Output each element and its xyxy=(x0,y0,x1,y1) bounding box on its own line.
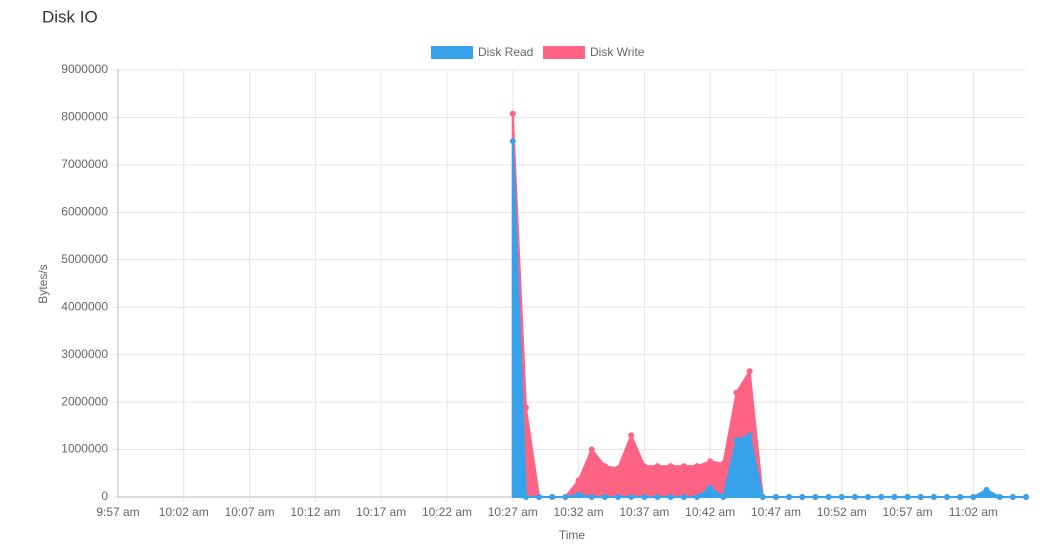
legend-label[interactable]: Disk Write xyxy=(590,45,645,59)
y-tick-label: 2000000 xyxy=(61,394,108,408)
point xyxy=(667,463,674,470)
point xyxy=(759,494,766,500)
x-tick-label: 10:37 am xyxy=(619,505,669,519)
point xyxy=(891,494,898,500)
y-tick-label: 3000000 xyxy=(61,347,108,361)
x-tick-label: 10:22 am xyxy=(422,505,472,519)
point xyxy=(549,494,556,500)
x-tick-label: 10:12 am xyxy=(290,505,340,519)
point xyxy=(575,491,582,498)
point xyxy=(575,477,582,484)
point xyxy=(746,432,753,439)
y-tick-label: 0 xyxy=(101,489,108,503)
point xyxy=(615,494,622,500)
x-tick-label: 10:07 am xyxy=(225,505,275,519)
x-tick-label: 11:02 am xyxy=(949,505,998,519)
point xyxy=(904,494,911,500)
point xyxy=(680,463,687,470)
point xyxy=(667,494,674,500)
point xyxy=(799,494,806,500)
x-tick-label: 10:02 am xyxy=(159,505,209,519)
point xyxy=(851,494,858,500)
area xyxy=(511,112,1027,498)
point xyxy=(641,494,648,500)
y-tick-label: 4000000 xyxy=(61,299,108,313)
point xyxy=(707,484,714,491)
area xyxy=(511,140,1027,498)
x-tick-label: 10:32 am xyxy=(554,505,604,519)
point xyxy=(654,494,661,500)
point xyxy=(536,494,543,500)
point xyxy=(694,463,701,470)
legend-label[interactable]: Disk Read xyxy=(478,45,533,59)
x-tick-label: 10:27 am xyxy=(488,505,538,519)
y-tick-label: 6000000 xyxy=(61,205,108,219)
point xyxy=(694,494,701,500)
point xyxy=(786,494,793,500)
point xyxy=(733,437,740,444)
point xyxy=(1009,494,1016,500)
point xyxy=(917,494,924,500)
point xyxy=(944,494,951,500)
point xyxy=(970,494,977,500)
point xyxy=(983,486,990,493)
point xyxy=(733,389,740,396)
x-tick-label: 10:57 am xyxy=(883,505,933,519)
point xyxy=(522,494,529,500)
point xyxy=(680,494,687,500)
y-axis-label: Bytes/s xyxy=(36,264,50,303)
point xyxy=(957,494,964,500)
point xyxy=(720,494,727,500)
point xyxy=(588,446,595,453)
point xyxy=(601,463,608,470)
point xyxy=(641,463,648,470)
legend-swatch xyxy=(431,46,473,59)
point xyxy=(772,494,779,500)
point xyxy=(838,494,845,500)
x-tick-label: 9:57 am xyxy=(96,505,139,519)
point xyxy=(930,494,937,500)
point xyxy=(615,465,622,472)
y-tick-label: 1000000 xyxy=(61,442,108,456)
y-tick-label: 9000000 xyxy=(61,62,108,76)
x-tick-label: 10:42 am xyxy=(685,505,735,519)
point xyxy=(628,494,635,500)
point xyxy=(812,494,819,500)
point xyxy=(1023,494,1029,500)
x-tick-label: 10:17 am xyxy=(356,505,406,519)
point xyxy=(522,404,529,411)
point xyxy=(707,458,714,465)
point xyxy=(878,494,885,500)
x-tick-label: 10:47 am xyxy=(751,505,801,519)
y-tick-label: 7000000 xyxy=(61,157,108,171)
point xyxy=(720,460,727,467)
point xyxy=(562,494,569,500)
point xyxy=(588,494,595,500)
point xyxy=(509,138,516,145)
point xyxy=(601,494,608,500)
point xyxy=(865,494,872,500)
x-axis-label: Time xyxy=(559,528,586,542)
point xyxy=(654,463,661,470)
point xyxy=(746,368,753,375)
point xyxy=(825,494,832,500)
chart-title: Disk IO xyxy=(42,7,98,26)
point xyxy=(628,432,635,439)
y-tick-label: 8000000 xyxy=(61,110,108,124)
x-tick-label: 10:52 am xyxy=(817,505,867,519)
legend-swatch xyxy=(543,46,585,59)
y-tick-label: 5000000 xyxy=(61,252,108,266)
point xyxy=(996,494,1003,500)
point xyxy=(509,110,516,117)
